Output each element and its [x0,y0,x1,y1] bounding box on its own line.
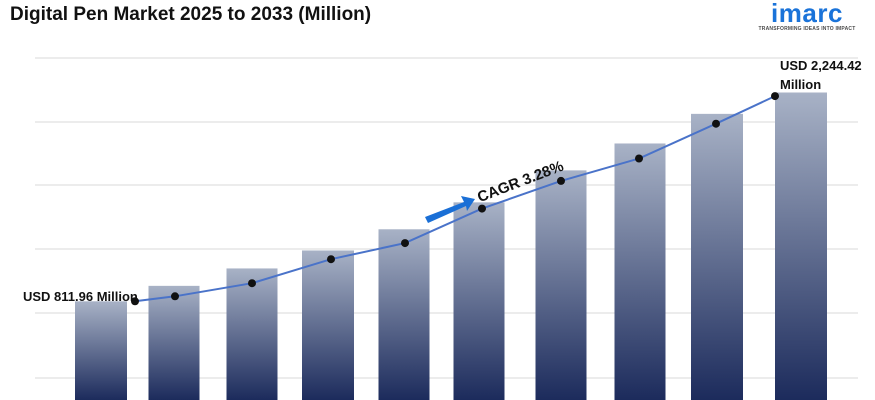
bar [453,202,505,400]
chart-title: Digital Pen Market 2025 to 2033 (Million… [10,4,372,25]
trend-line-group [131,92,779,306]
bar [775,92,827,400]
logo-tagline: TRANSFORMING IDEAS INTO IMPACT [758,26,856,32]
trend-marker [635,154,643,163]
bar [75,301,127,400]
end-value-label-line1: USD 2,244.42 [780,58,862,73]
imarc-logo: imarc TRANSFORMING IDEAS INTO IMPACT [752,0,862,32]
cagr-arrow-icon [425,196,475,223]
trend-marker [771,92,779,101]
bar [614,143,666,400]
start-value-label: USD 811.96 Million [23,289,138,304]
trend-marker [712,119,720,128]
logo-wordmark: imarc [771,0,843,28]
trend-marker [131,297,139,306]
trend-marker [171,292,179,301]
trend-marker [478,204,486,213]
bar [148,285,200,400]
bar [691,113,743,400]
end-value-label-line2: Million [780,77,821,92]
bar [226,268,278,400]
bars [75,92,827,400]
trend-line [134,95,776,303]
bar [535,170,587,400]
trend-marker [401,239,409,248]
trend-marker [327,255,335,264]
bar [378,229,430,400]
trend-marker [248,279,256,288]
bar [302,250,354,400]
trend-marker [557,176,565,185]
